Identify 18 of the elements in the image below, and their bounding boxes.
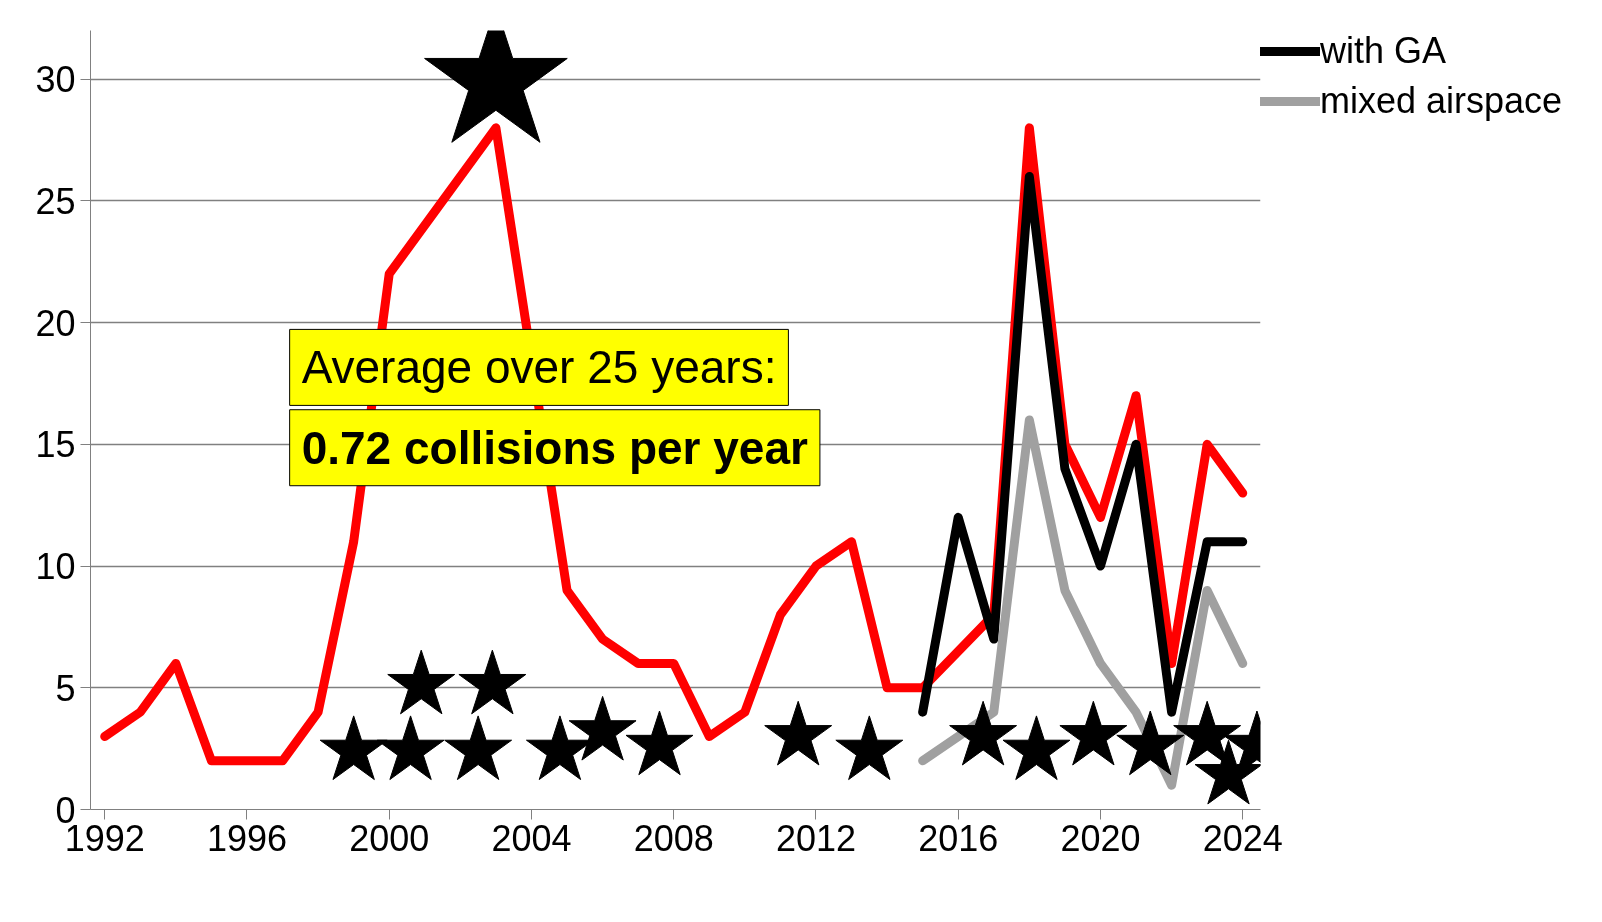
legend-label: with GA <box>1320 30 1447 72</box>
legend-label: mixed airspace <box>1320 80 1563 122</box>
x-tick-label: 1996 <box>206 817 288 859</box>
x-tick-label: 2008 <box>633 817 714 859</box>
y-tick-label: 10 <box>35 546 76 588</box>
y-tick-label: 30 <box>35 59 76 101</box>
x-tick-label: 2020 <box>1060 817 1141 859</box>
annotation: 0.72 collisions per year <box>301 421 809 474</box>
annotation: Average over 25 years: <box>301 341 777 394</box>
y-tick-label: 25 <box>35 180 76 222</box>
x-tick-label: 2000 <box>349 817 430 859</box>
x-tick-label: 2012 <box>775 817 857 859</box>
y-tick-label: 15 <box>35 424 76 466</box>
x-tick-label: 2024 <box>1202 817 1283 859</box>
y-tick-label: 20 <box>35 302 76 344</box>
x-tick-label: 2016 <box>918 817 999 859</box>
x-tick-label: 2004 <box>491 817 572 859</box>
y-tick-label: 5 <box>55 667 76 709</box>
